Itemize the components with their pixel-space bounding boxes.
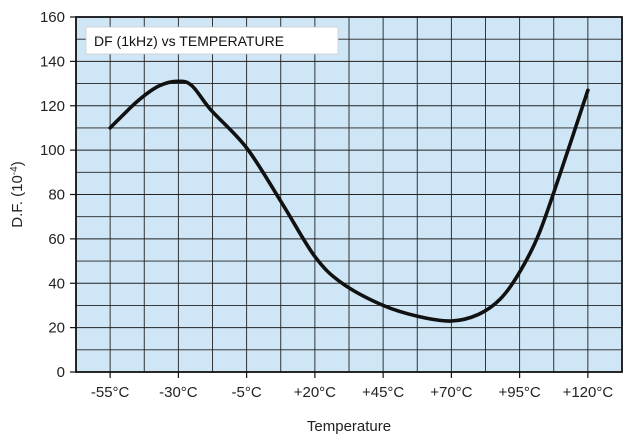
y-tick-label: 160 xyxy=(40,9,65,26)
y-tick-label: 60 xyxy=(48,231,65,248)
x-axis-ticks: -55°C -30°C -5°C +20°C +45°C +70°C +95°C +120°C xyxy=(91,372,613,401)
y-axis-title: D.F. (10-4) xyxy=(9,161,27,227)
y-tick-label: 40 xyxy=(48,275,65,292)
y-tick-label: 20 xyxy=(48,320,65,337)
x-tick-label: +45°C xyxy=(362,384,404,401)
y-tick-label: 80 xyxy=(48,187,65,204)
y-axis-title-exponent: -4 xyxy=(9,166,20,175)
x-tick-label: +120°C xyxy=(563,384,614,401)
y-tick-label: 0 xyxy=(57,364,65,381)
x-tick-label: +20°C xyxy=(294,384,336,401)
x-axis-title: Temperature xyxy=(307,418,391,435)
y-axis-ticks: 0 20 40 60 80 100 120 140 160 xyxy=(40,9,76,381)
x-tick-label: -55°C xyxy=(91,384,130,401)
y-tick-label: 100 xyxy=(40,142,65,159)
y-axis-title-main: D.F. (10 xyxy=(9,175,26,228)
legend-box xyxy=(85,26,339,55)
series-line xyxy=(108,79,590,323)
y-axis-title-close: ) xyxy=(9,161,26,166)
x-tick-label: -30°C xyxy=(159,384,198,401)
y-tick-label: 120 xyxy=(40,98,65,115)
y-tick-label: 140 xyxy=(40,53,65,70)
x-tick-label: +95°C xyxy=(498,384,540,401)
x-tick-label: +70°C xyxy=(430,384,472,401)
chart-title: DF (1kHz) vs TEMPERATURE xyxy=(94,33,284,49)
x-tick-label: -5°C xyxy=(232,384,262,401)
legend: DF (1kHz) vs TEMPERATURE xyxy=(85,26,339,55)
